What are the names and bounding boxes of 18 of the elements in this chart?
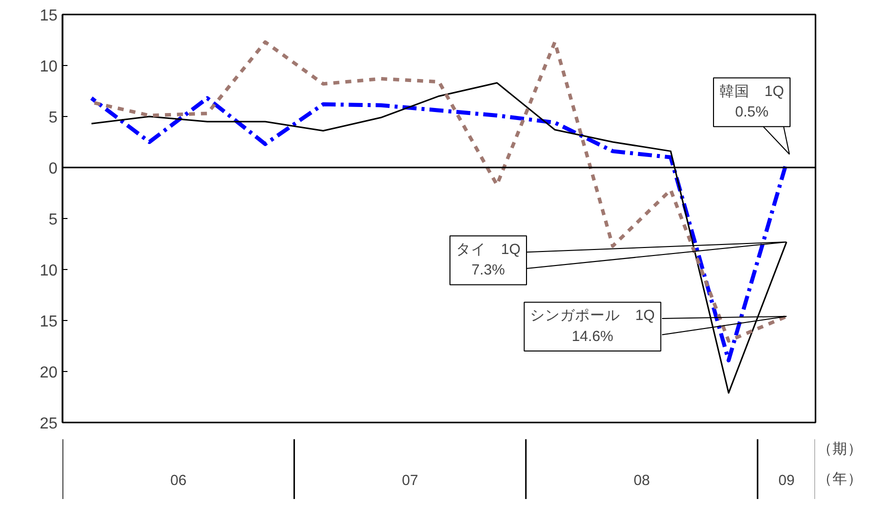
y-tick-label: 5 <box>48 212 58 228</box>
annotation: シンガポール 1Q 14.6% <box>530 308 655 346</box>
y-tick-label: 5 <box>48 110 58 126</box>
y-tick-label: 10 <box>40 58 58 76</box>
text: 06 <box>170 472 187 489</box>
annotation: 韓国 1Q 0.5% <box>720 82 784 121</box>
y-tick-label: 15 <box>40 8 58 24</box>
x-axis-title: （年） <box>818 470 862 488</box>
text: 08 <box>634 472 650 489</box>
y-tick-label: 15 <box>40 314 58 330</box>
y-tick-label: 0 <box>48 160 58 178</box>
text: 07 <box>402 472 418 489</box>
y-tick-label: 10 <box>40 262 58 280</box>
y-tick-label: 25 <box>40 416 58 432</box>
y-tick-label: 20 <box>40 364 58 382</box>
text: （期） <box>818 440 862 458</box>
text: 09 <box>778 472 795 489</box>
annotation: タイ 1Q 7.3% <box>456 242 521 279</box>
